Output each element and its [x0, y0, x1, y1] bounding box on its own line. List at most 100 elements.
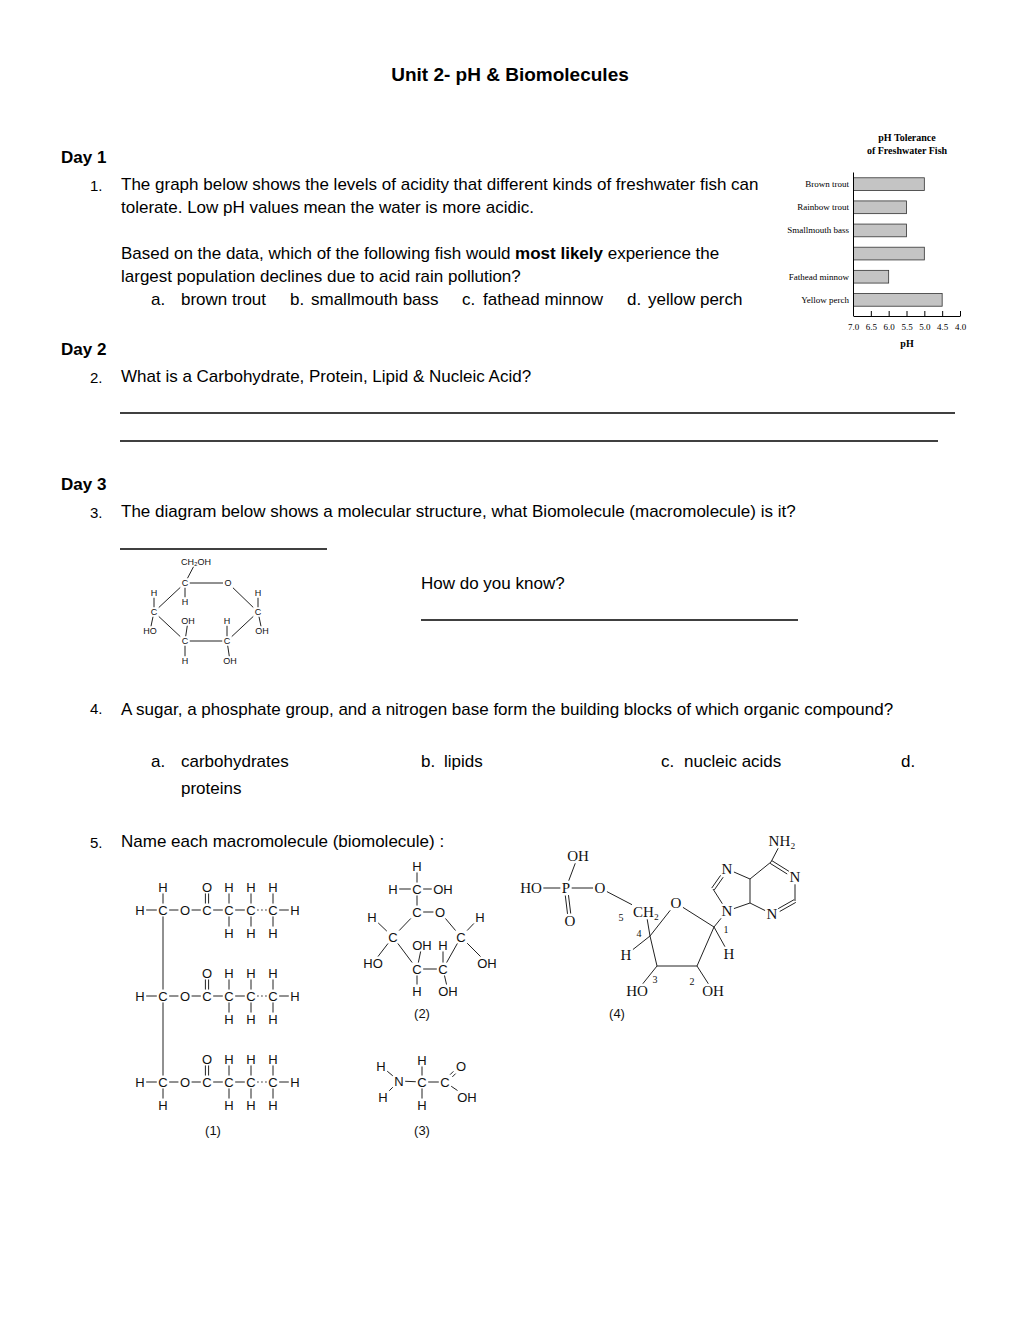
option-text: nucleic acids [684, 750, 781, 773]
atom-label: H [268, 1052, 277, 1067]
bond [445, 918, 455, 930]
atom-label: C [158, 989, 167, 1004]
atom-label: C [182, 636, 189, 646]
bond [418, 951, 420, 962]
tick-label: 5.0 [919, 322, 931, 332]
structure-label: (4) [609, 1006, 625, 1021]
bond [154, 598, 155, 607]
bond [257, 910, 267, 911]
question-text: Name each macromolecule (biomolecule) : [121, 830, 444, 853]
tick-mark [960, 311, 961, 316]
bond [647, 919, 650, 936]
atom-label: C [255, 607, 262, 617]
bond [273, 1065, 274, 1075]
bond [428, 1082, 439, 1083]
tick-label: Yellow perch [801, 295, 849, 305]
atom-label: C [268, 989, 277, 1004]
bond [417, 895, 418, 905]
option-letter: b. [290, 288, 304, 311]
atom-label: H [224, 926, 233, 941]
bond [146, 1082, 157, 1083]
atom-label: OH [433, 882, 453, 897]
molecule: HHCOHCOHHCCOHHHOOHCCHOH(2) [363, 859, 497, 1021]
bond [159, 616, 181, 636]
bond [186, 626, 188, 636]
bond [190, 583, 223, 584]
bond [452, 1074, 455, 1077]
atom-label: H [224, 1098, 233, 1113]
atom-label: H [224, 966, 233, 981]
molecule: HNHHCHCOOH(3) [376, 1053, 476, 1138]
atom-label: NH₂ [769, 833, 796, 849]
tick-label: 4.5 [937, 322, 949, 332]
bond [467, 943, 480, 956]
atom-label: HO [363, 956, 383, 971]
bond [251, 1088, 252, 1098]
bond [543, 888, 560, 889]
bond [750, 862, 771, 879]
x-tick: 5.0 [919, 311, 931, 332]
atom-label: H [135, 1075, 144, 1090]
atom-label: 2 [690, 976, 695, 987]
bond [422, 1088, 423, 1098]
atom-label: H [376, 1059, 385, 1074]
option-text: yellow perch [648, 288, 743, 311]
x-tick: 4.5 [937, 311, 949, 332]
atom-label: H [268, 880, 277, 895]
y-tick: Smallmouth bass [787, 225, 849, 235]
atom-label: O [224, 578, 231, 588]
atom-label: H [224, 1052, 233, 1067]
question-number: 4. [90, 697, 103, 720]
bond [229, 916, 230, 926]
bond [450, 1071, 453, 1074]
tick-mark [907, 311, 908, 316]
answer-line [120, 440, 938, 441]
atom-label: H [246, 1012, 255, 1027]
question-number: 3. [90, 501, 103, 524]
bond [714, 927, 725, 947]
bond [229, 1002, 230, 1012]
atom-label: CH₂ [633, 904, 659, 920]
bond [205, 893, 206, 903]
atom-label: H [417, 1053, 426, 1068]
bond [444, 975, 446, 984]
question-block: The graph below shows the levels of acid… [121, 173, 766, 311]
atom-label: OH [412, 938, 432, 953]
bond [232, 616, 254, 636]
atom-label: C [158, 903, 167, 918]
bond [387, 1071, 393, 1076]
tick-mark [871, 311, 872, 316]
bond [423, 969, 437, 970]
atom-label: OH [567, 848, 589, 864]
bond [771, 848, 778, 862]
bond [279, 996, 289, 997]
bond [378, 943, 388, 956]
atom-label: H [268, 926, 277, 941]
atom-label: 5 [619, 912, 624, 923]
option-letter: d. [901, 750, 915, 773]
atom-label: C [224, 903, 233, 918]
atom-label: H [438, 938, 447, 953]
atom-label: C [246, 1075, 255, 1090]
bond [192, 1082, 201, 1083]
atom-label: C [202, 989, 211, 1004]
atom-label: H [135, 989, 144, 1004]
atom-label: C [417, 1075, 426, 1090]
bond [778, 900, 794, 909]
option-letter: a. [151, 750, 165, 773]
bond [163, 893, 164, 903]
y-tick: Brown trout [805, 179, 849, 189]
options-row: a.brown troutb.smallmouth bassc.fathead … [121, 288, 766, 311]
bond [146, 910, 157, 911]
bond [251, 979, 252, 989]
atom-label: H [151, 588, 158, 598]
bond [229, 979, 230, 989]
atom-label: H [412, 984, 421, 999]
atom-label: H [246, 880, 255, 895]
atom-label: H [367, 910, 376, 925]
option-letter: b. [421, 750, 435, 773]
title: Unit 2- pH & Biomolecules [0, 63, 1020, 86]
prompt-text: most likely [515, 244, 603, 263]
atom-label: O [565, 913, 576, 929]
atom-label: 1 [724, 924, 729, 935]
